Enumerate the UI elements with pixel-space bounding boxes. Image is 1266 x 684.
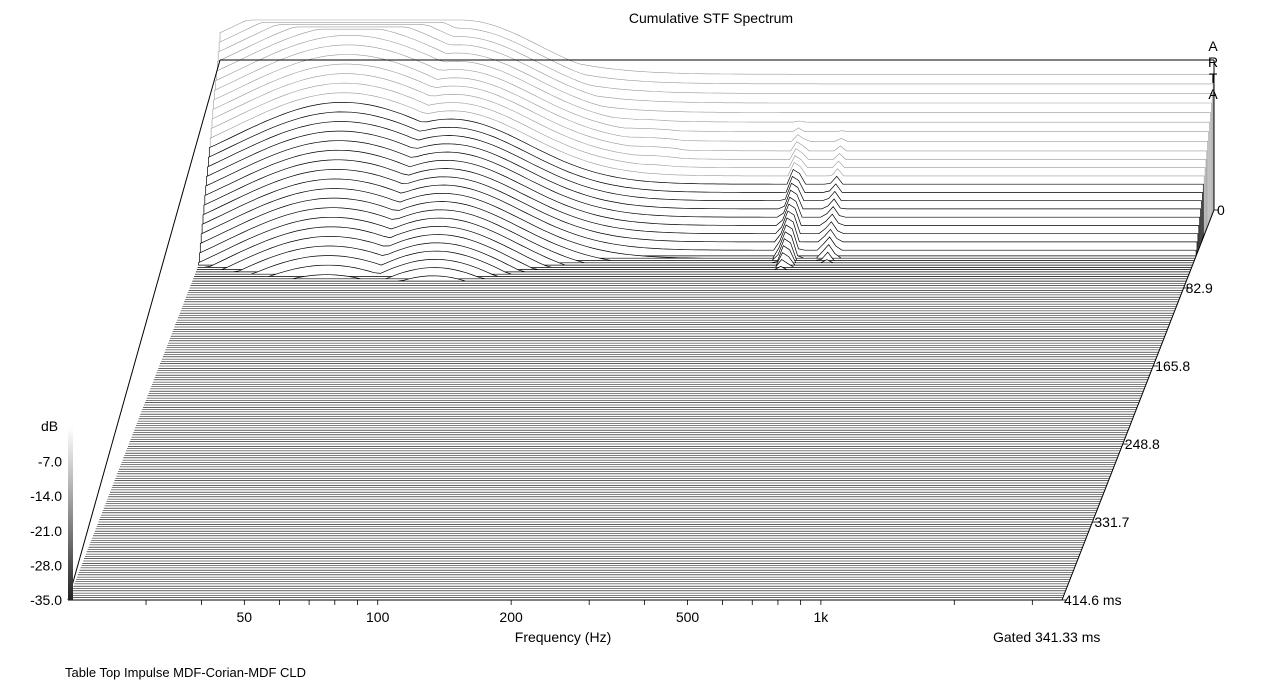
- chart-frame: [67, 59, 1215, 601]
- brand-letter-2: R: [1208, 54, 1218, 70]
- db-axis-labels: dB -7.0 -14.0 -21.0 -28.0 -35.0: [30, 418, 62, 608]
- brand-letter-3: T: [1209, 70, 1218, 86]
- waterfall-slices: [68, 19, 1215, 601]
- db-unit-label: dB: [41, 418, 58, 434]
- time-tick-label: 248.8: [1125, 436, 1160, 452]
- db-tick-label: -7.0: [38, 454, 62, 470]
- frequency-tick-label: 500: [676, 609, 700, 625]
- time-axis-labels: 82.9 165.8 248.8 331.7 414.6 ms: [1062, 209, 1219, 608]
- brand-letter-1: A: [1208, 38, 1218, 54]
- time-tick-label: 82.9: [1186, 280, 1213, 296]
- db-tick-label: -14.0: [30, 488, 62, 504]
- gate-label: Gated 341.33 ms: [993, 629, 1100, 645]
- db-gradient: [68, 427, 73, 600]
- x-axis-title: Frequency (Hz): [515, 629, 611, 645]
- left-wall-edge: [67, 59, 221, 601]
- frequency-tick-label: 100: [366, 609, 390, 625]
- brand-letter-4: A: [1208, 86, 1218, 102]
- frequency-tick-label: 200: [499, 609, 523, 625]
- arta-brand: A R T A: [1208, 38, 1218, 102]
- chart-title: Cumulative STF Spectrum: [629, 10, 793, 26]
- db-tick-label: -35.0: [30, 592, 62, 608]
- frequency-tick-label: 50: [237, 609, 253, 625]
- time-tick-label: 165.8: [1155, 358, 1190, 374]
- time-tick-label: 331.7: [1094, 514, 1129, 530]
- decay-slice: [192, 275, 1187, 282]
- time-tick-label: 414.6 ms: [1064, 592, 1122, 608]
- db-tick-label: -28.0: [30, 557, 62, 573]
- db-grayscale-bar: [68, 427, 73, 600]
- frequency-axis-labels: 50 100 200 500 1k: [145, 600, 1033, 625]
- db-tick-label: -21.0: [30, 523, 62, 539]
- frequency-tick-label: 1k: [814, 609, 830, 625]
- z-top-label: 0: [1217, 202, 1225, 218]
- right-floor-edge: [1061, 209, 1215, 601]
- footer-note: Table Top Impulse MDF-Corian-MDF CLD: [65, 665, 306, 680]
